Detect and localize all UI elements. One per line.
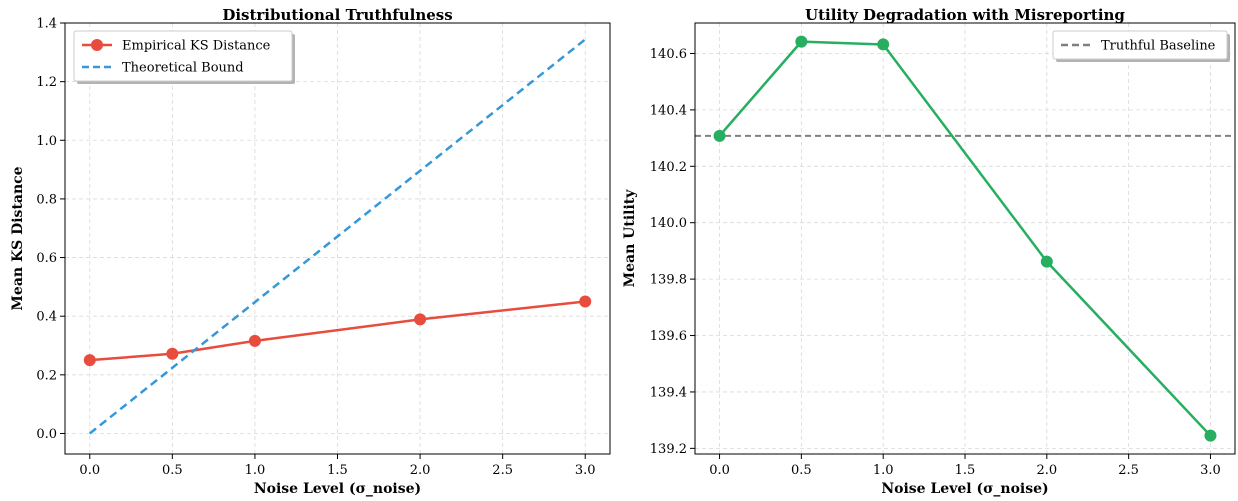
y-tick-label: 1.0 [36, 134, 57, 149]
chart-title: Utility Degradation with Misreporting [805, 6, 1125, 24]
legend: Empirical KS Distance Theoretical Bound [73, 30, 295, 84]
legend-box [73, 30, 293, 82]
y-tick-label: 140.6 [650, 47, 687, 62]
data-point [713, 129, 726, 142]
y-tick-label: 0.2 [36, 368, 57, 383]
legend-label-empirical-ks-distance: Empirical KS Distance [122, 39, 271, 54]
x-axis-label: Noise Level (σ_noise) [254, 481, 421, 497]
x-tick-label: 3.0 [575, 463, 596, 478]
x-tick-label: 1.5 [327, 463, 348, 478]
y-tick-label: 139.8 [650, 273, 687, 288]
chart-panel-2: 0.0 0.5 1.0 1.5 2.0 2.5 3.0 139.2 139.4 139.6 139.… [622, 6, 1236, 497]
series-line-theoretical-bound [88, 38, 587, 435]
y-tick-label: 0.4 [36, 310, 57, 325]
y-tick-label: 140.2 [650, 160, 687, 175]
data-point [1040, 255, 1053, 268]
chart-title: Distributional Truthfulness [222, 6, 452, 24]
x-tick-label: 1.5 [955, 463, 976, 478]
x-axis-label: Noise Level (σ_noise) [881, 481, 1048, 497]
y-tick-label: 0.6 [36, 251, 57, 266]
data-point [1204, 429, 1217, 442]
data-point [83, 354, 96, 367]
y-tick-label: 139.6 [650, 329, 687, 344]
data-point [579, 295, 592, 308]
y-tick-label: 140.0 [650, 216, 687, 231]
legend: Truthful Baseline [1052, 30, 1230, 62]
data-point [248, 334, 261, 347]
y-tick-label: 139.2 [650, 442, 687, 457]
legend-label-theoretical-bound: Theoretical Bound [122, 61, 244, 76]
y-tick-label: 0.8 [36, 192, 57, 207]
x-tick-label: 1.0 [245, 463, 266, 478]
y-axis-label: Mean Utility [622, 189, 638, 288]
legend-label-truthful-baseline: Truthful Baseline [1101, 39, 1216, 54]
legend-box [1052, 30, 1228, 60]
data-point [166, 347, 179, 360]
y-tick-label: 1.2 [36, 75, 57, 90]
y-tick-label: 1.4 [36, 17, 57, 32]
x-tick-label: 2.5 [492, 463, 513, 478]
y-axis-label: Mean KS Distance [10, 166, 26, 310]
x-tick-label: 2.5 [1118, 463, 1139, 478]
data-point [795, 35, 808, 48]
x-tick-label: 2.0 [410, 463, 431, 478]
chart-panel-1: 0.0 0.5 1.0 1.5 2.0 2.5 3.0 0.0 0.2 0.4 0.6 0.8 1.0 1… [10, 6, 611, 497]
x-tick-label: 3.0 [1200, 463, 1221, 478]
data-point [877, 38, 890, 51]
x-tick-label: 0.0 [709, 463, 730, 478]
x-tick-label: 1.0 [873, 463, 894, 478]
y-tick-label: 0.0 [36, 427, 57, 442]
y-tick-label: 139.4 [650, 385, 687, 400]
x-tick-label: 0.5 [162, 463, 183, 478]
x-tick-label: 0.5 [791, 463, 812, 478]
legend-marker [91, 39, 103, 51]
x-tick-label: 2.0 [1036, 463, 1057, 478]
y-tick-label: 140.4 [650, 103, 687, 118]
x-tick-label: 0.0 [79, 463, 100, 478]
data-point [414, 313, 427, 326]
